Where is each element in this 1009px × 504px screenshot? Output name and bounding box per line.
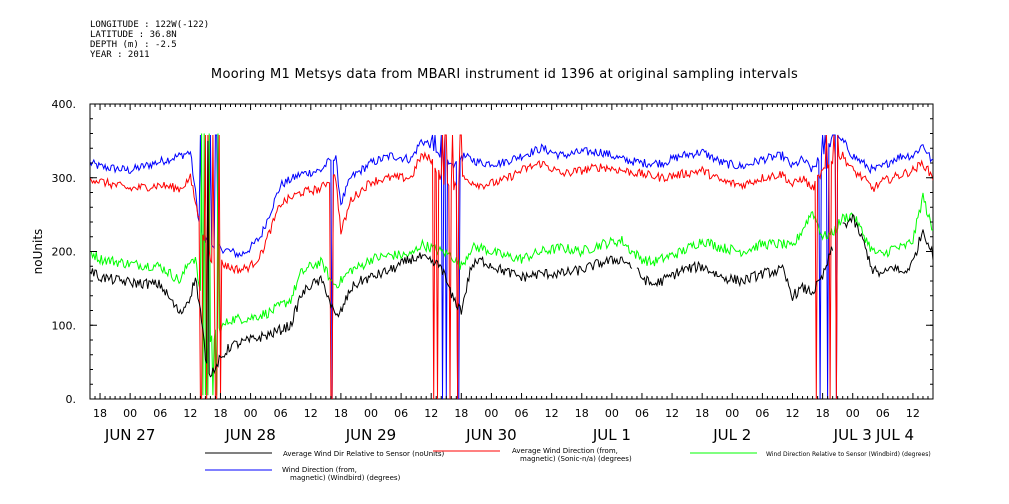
x-tick-label: 00 [364,407,378,420]
x-tick-label: 00 [725,407,739,420]
x-tick-label: 06 [635,407,649,420]
legend-label-1: Average Wind Dir Relative to Sensor (noU… [283,450,444,458]
legend-label-3: Wind Direction Relative to Sensor (Windb… [766,451,931,458]
legend-label-2: Average Wind Direction (from, [512,447,618,455]
chart-title: Mooring M1 Metsys data from MBARI instru… [210,67,799,82]
legend-label-4-line2: magnetic) (Windbird) (degrees) [290,474,401,482]
x-day-label: JUN 30 [465,426,516,444]
x-tick-label: 18 [213,407,227,420]
x-tick-label: 00 [605,407,619,420]
x-tick-label: 18 [93,407,107,420]
x-day-label: JUN 29 [345,426,396,444]
x-tick-label: 06 [515,407,529,420]
x-day-label: JUN 27 [104,426,155,444]
x-tick-label: 00 [123,407,137,420]
series-lines [90,133,933,399]
series-line-4 [90,134,933,399]
x-tick-label: 06 [394,407,408,420]
x-day-label: JUL 2 [712,426,751,444]
series-line-1 [90,140,933,378]
x-tick-label: 12 [424,407,438,420]
plot-area: 0. 100. 200. 300. 400. noUnits 18 00 06 12 18 00 06 1… [31,98,934,444]
x-tick-label: 12 [665,407,679,420]
x-day-label: JUL 3 [833,426,872,444]
x-day-label: JUL 4 [875,426,914,444]
y-axis-label: noUnits [31,229,45,275]
year-label: YEAR : 2011 [90,50,150,60]
longitude-label: LONGITUDE : 122W(-122) [90,20,210,30]
x-tick-label: 00 [244,407,258,420]
x-day-label: JUN 28 [224,426,275,444]
x-tick-label: 18 [454,407,468,420]
x-tick-label: 18 [575,407,589,420]
series-line-2 [90,134,933,399]
legend-label-4: Wind Direction (from, [282,466,357,474]
depth-label: DEPTH (m) : -2.5 [90,40,177,50]
series-line-3 [90,133,933,396]
legend: Average Wind Dir Relative to Sensor (noU… [205,447,931,482]
metadata-block: LONGITUDE : 122W(-122) LATITUDE : 36.8N … [90,20,209,60]
y-tick-label: 400. [52,98,77,111]
legend-label-2-line2: magnetic) (Sonic-n/a) (degrees) [520,455,632,463]
x-tick-label: 12 [545,407,559,420]
x-tick-label: 12 [906,407,920,420]
x-tick-label: 00 [846,407,860,420]
x-tick-label: 18 [334,407,348,420]
latitude-label: LATITUDE : 36.8N [90,30,177,40]
x-tick-label: 06 [755,407,769,420]
y-tick-label: 100. [52,319,77,332]
x-tick-label: 12 [183,407,197,420]
x-tick-label: 00 [484,407,498,420]
x-tick-label: 06 [876,407,890,420]
x-tick-label: 18 [816,407,830,420]
x-tick-label: 06 [274,407,288,420]
x-tick-label: 06 [153,407,167,420]
x-day-label: JUL 1 [592,426,631,444]
y-tick-label: 300. [52,172,77,185]
x-tick-label: 12 [304,407,318,420]
x-tick-label: 12 [786,407,800,420]
y-tick-label: 200. [52,246,77,259]
x-tick-label: 18 [695,407,709,420]
y-tick-label: 0. [66,393,77,406]
